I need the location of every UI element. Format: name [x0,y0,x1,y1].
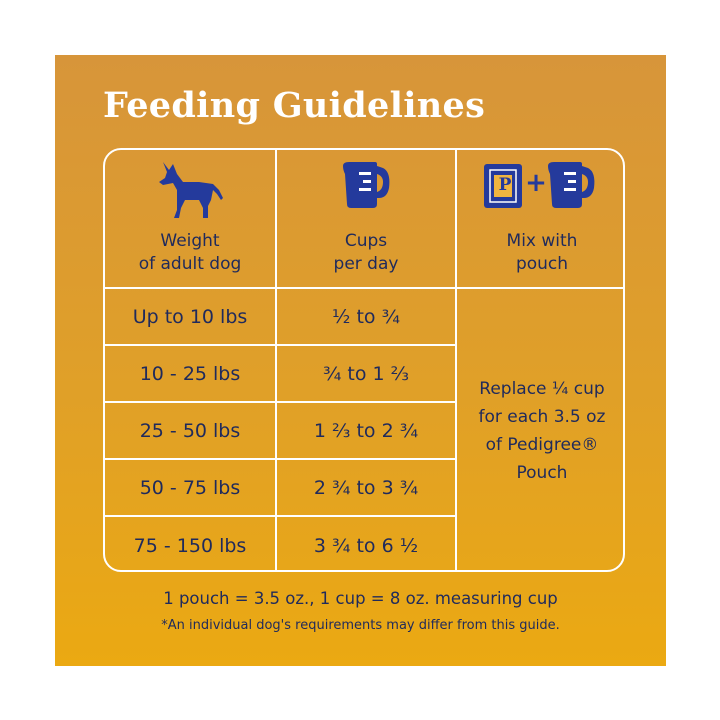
dog-icon [155,160,225,224]
weight-cell: 10 - 25 lbs [139,362,241,385]
mix-with-pouch-cell: Replace ¼ cup for each 3.5 oz of Pedigre… [455,289,623,570]
mix-instructions: Replace ¼ cup for each 3.5 oz of Pedigre… [478,378,606,483]
disclaimer: *An individual dog's requirements may di… [161,618,560,633]
table-row: 10 - 25 lbs ¾ to 1 ⅔ [105,346,455,403]
header-mix-label: Mix with pouch [506,231,578,274]
header-cups-label: Cups per day [333,231,399,274]
header-weight-label: Weight of adult dog [138,231,242,274]
measurement-note: 1 pouch = 3.5 oz., 1 cup = 8 oz. measuri… [163,589,558,608]
table-row: 50 - 75 lbs 2 ¾ to 3 ¾ [105,460,455,517]
feeding-guidelines-panel: Feeding Guidelines Weight of adult dog [55,55,666,666]
cups-cell: 3 ¾ to 6 ½ [275,517,455,570]
weight-cell: 25 - 50 lbs [139,419,241,442]
header-weight: Weight of adult dog [105,150,275,287]
plus-sign: + [525,168,547,198]
measuring-cup-icon [339,160,393,216]
header-cups: Cups per day [275,150,455,287]
cups-cell: ¾ to 1 ⅔ [275,346,455,401]
cups-cell: 2 ¾ to 3 ¾ [275,460,455,515]
pouch-plus-cup-icon: P + [482,160,602,212]
table-row: Up to 10 lbs ½ to ¾ [105,289,455,346]
table-row: 25 - 50 lbs 1 ⅔ to 2 ¾ [105,403,455,460]
pouch-letter: P [498,175,512,195]
cups-cell: 1 ⅔ to 2 ¾ [275,403,455,458]
table-row: 75 - 150 lbs 3 ¾ to 6 ½ [105,517,455,570]
weight-cell: 50 - 75 lbs [139,476,241,499]
header-mix: P + Mix with pouch [455,150,623,287]
pouch-icon [484,164,522,208]
weight-cell: 75 - 150 lbs [133,534,247,557]
table-header-row: Weight of adult dog Cups per day [105,150,623,289]
measuring-cup-icon-2 [548,162,595,208]
feeding-table: Weight of adult dog Cups per day [103,148,625,572]
cups-cell: ½ to ¾ [275,289,455,344]
page-title: Feeding Guidelines [103,85,486,126]
weight-cell: Up to 10 lbs [132,305,248,328]
